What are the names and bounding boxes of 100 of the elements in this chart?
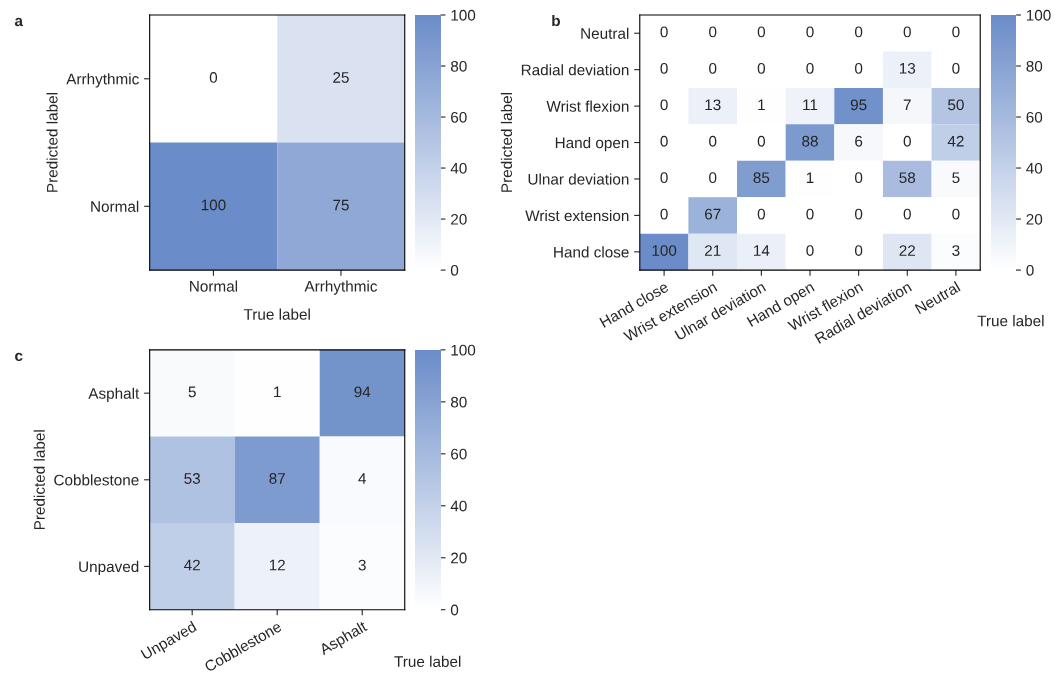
data-label: 0 <box>757 26 766 38</box>
y-tick-label: Unpaved <box>79 560 139 576</box>
data-label: 0 <box>854 245 863 256</box>
color-bar-label: 80 <box>450 396 467 408</box>
data-label: 0 <box>757 135 766 147</box>
data-label: 0 <box>709 135 717 147</box>
data-label: 0 <box>952 208 960 220</box>
color-bar-label: 60 <box>451 111 467 123</box>
y-tick-label: Hand open <box>555 137 629 152</box>
data-label: 0 <box>709 26 717 38</box>
color-bar-label: 20 <box>451 213 467 225</box>
y-tick-label: Asphalt <box>88 387 140 402</box>
y-axis-title: Predicted label <box>500 93 513 192</box>
data-label: 58 <box>899 172 916 184</box>
data-label: 0 <box>757 208 766 220</box>
data-label: 0 <box>757 62 766 74</box>
color-bar-label: 20 <box>1026 213 1043 225</box>
x-tick-label: Arrhythmic <box>304 280 378 295</box>
data-label: 0 <box>854 62 863 74</box>
color-bar-label: 100 <box>451 9 476 21</box>
y-tick-label: Normal <box>91 200 139 212</box>
data-label: 100 <box>201 199 226 211</box>
data-label: 0 <box>209 72 218 83</box>
data-label: 0 <box>952 26 960 38</box>
data-label: 0 <box>806 208 814 220</box>
y-tick-label: Neutral <box>581 27 629 39</box>
color-bar-label: 0 <box>450 604 459 616</box>
x-axis-title: True label <box>394 655 461 668</box>
y-tick-label: Hand close <box>554 246 629 258</box>
data-label: 0 <box>660 208 668 220</box>
data-label: 25 <box>333 72 349 83</box>
data-label: 67 <box>705 208 721 220</box>
data-label: 0 <box>806 26 814 38</box>
text: c <box>15 352 23 362</box>
y-tick-label: Arrhythmic <box>66 73 139 88</box>
y-tick-label: Wrist flexion <box>546 100 629 112</box>
data-label: 22 <box>899 245 915 256</box>
color-bar-label: 40 <box>450 500 467 512</box>
color-bar-label: 20 <box>451 552 467 564</box>
data-label: 1 <box>758 99 765 111</box>
data-label: 11 <box>803 99 818 111</box>
data-label: 13 <box>899 62 916 74</box>
data-label: 0 <box>806 245 814 256</box>
data-label: 14 <box>754 245 770 256</box>
data-label: 0 <box>903 208 911 220</box>
data-label: 1 <box>274 386 281 398</box>
data-label: 42 <box>184 559 200 571</box>
y-tick-label: Wrist extension <box>525 209 629 222</box>
data-label: 0 <box>660 62 668 74</box>
y-axis-title: Predicted label <box>46 93 58 192</box>
data-label: 0 <box>709 62 717 74</box>
x-tick-label: Normal <box>190 280 238 292</box>
color-bar-label: 0 <box>450 264 459 276</box>
x-axis-title: True label <box>243 308 310 320</box>
data-label: 100 <box>652 245 677 256</box>
color-bar-label: 80 <box>1026 60 1043 72</box>
data-label: 4 <box>358 473 367 484</box>
data-label: 0 <box>660 99 668 111</box>
data-label: 53 <box>184 473 201 484</box>
data-label: 0 <box>806 62 814 74</box>
data-label: 95 <box>850 99 867 111</box>
text: b <box>552 15 560 27</box>
color-bar-label: 100 <box>1026 9 1051 21</box>
data-label: 0 <box>854 172 863 184</box>
data-label: 0 <box>660 172 668 184</box>
data-label: 3 <box>952 245 960 256</box>
data-label: 88 <box>802 135 818 147</box>
data-label: 42 <box>947 135 964 147</box>
data-label: 85 <box>753 172 770 184</box>
data-label: 7 <box>903 99 911 111</box>
data-label: 87 <box>269 473 285 484</box>
color-bar-label: 60 <box>451 448 467 460</box>
y-tick-label: Cobblestone <box>54 474 139 486</box>
data-label: 21 <box>705 245 721 256</box>
data-label: 0 <box>854 26 863 38</box>
data-label: 0 <box>709 172 717 184</box>
color-bar-label: 80 <box>450 60 467 72</box>
data-label: 6 <box>855 135 863 147</box>
data-label: 0 <box>660 26 668 38</box>
color-bar-label: 100 <box>451 344 476 356</box>
color-bar-label: 0 <box>1026 264 1034 276</box>
text: a <box>14 17 24 27</box>
data-label: 50 <box>948 99 964 111</box>
color-bar-label: 40 <box>450 162 467 174</box>
data-label: 5 <box>188 386 196 398</box>
data-label: 5 <box>952 172 960 184</box>
data-label: 94 <box>354 386 371 398</box>
x-axis-title: True label <box>977 315 1044 327</box>
y-tick-label: Ulnar deviation <box>528 173 629 185</box>
color-bar-label: 40 <box>1026 162 1043 174</box>
data-label: 0 <box>854 208 863 220</box>
color-bar-label: 60 <box>1026 111 1043 123</box>
data-label: 12 <box>269 559 285 571</box>
y-tick-label: Radial deviation <box>521 64 629 76</box>
data-label: 0 <box>660 135 668 147</box>
data-label: 0 <box>903 135 911 147</box>
y-axis-title: Predicted label <box>33 430 45 530</box>
data-label: 3 <box>358 559 366 571</box>
data-label: 0 <box>952 62 960 74</box>
data-label: 0 <box>903 26 911 38</box>
